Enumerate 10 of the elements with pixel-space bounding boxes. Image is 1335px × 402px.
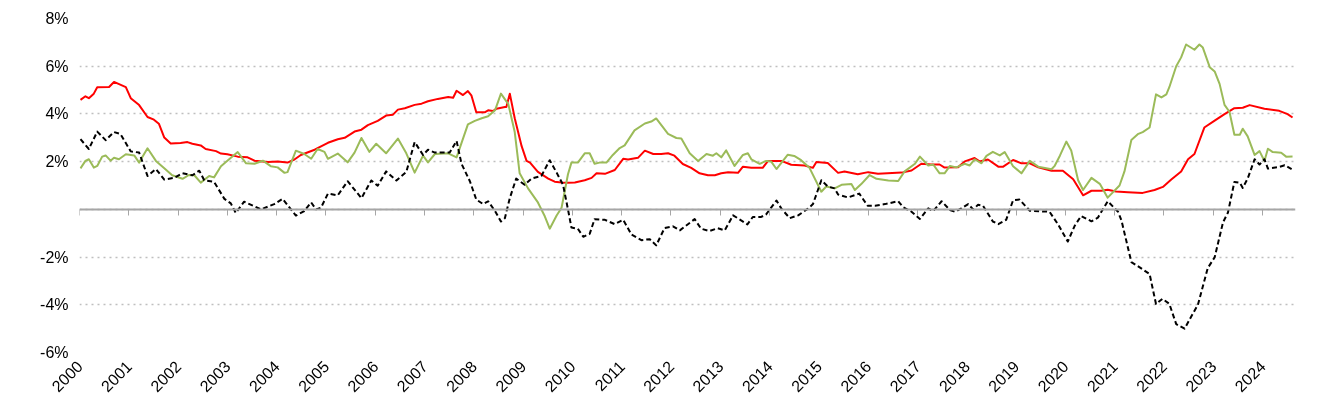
line-series bbox=[79, 130, 1294, 330]
line-series bbox=[79, 43, 1294, 230]
y-tick-label: -6% bbox=[40, 344, 69, 361]
y-tick-label: 2% bbox=[45, 153, 69, 171]
y-tick-label: 8% bbox=[45, 10, 69, 27]
y-tick-label: -2% bbox=[40, 248, 69, 266]
line-series bbox=[79, 80, 1294, 197]
y-tick-label: -4% bbox=[40, 296, 69, 314]
y-tick-label: 6% bbox=[45, 57, 69, 75]
y-tick-label: 4% bbox=[45, 105, 69, 123]
